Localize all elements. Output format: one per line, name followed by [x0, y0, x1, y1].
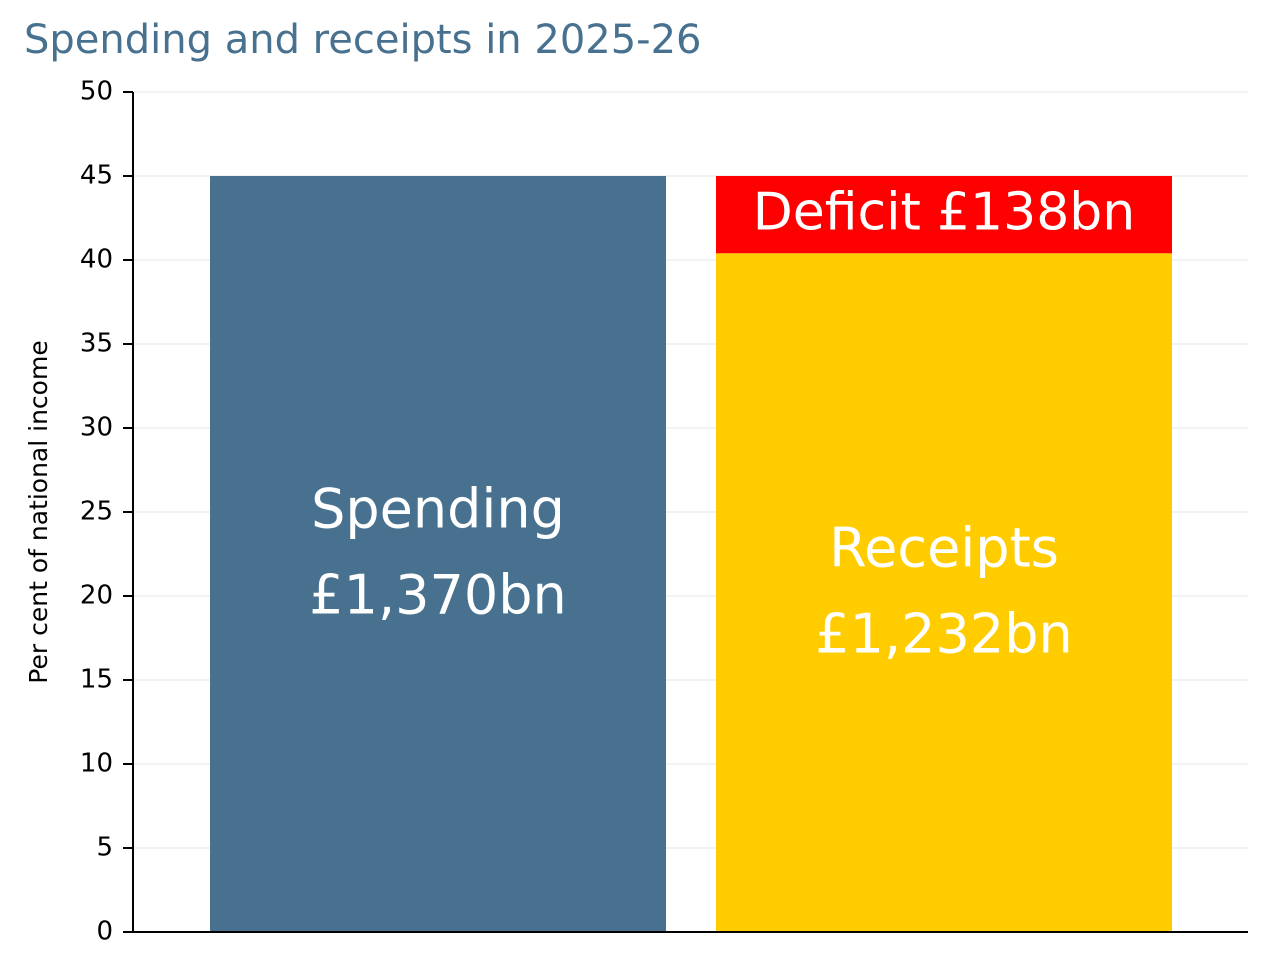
y-tick-label: 0: [96, 917, 113, 947]
bar-segment: [716, 176, 1172, 254]
y-tick-label: 50: [80, 77, 113, 107]
y-tick-label: 15: [80, 665, 113, 695]
y-tick-label: 25: [80, 497, 113, 527]
data-label: £1,232bn: [815, 602, 1072, 665]
bar-segment: [716, 253, 1172, 932]
segment-name: Receipts: [829, 516, 1059, 579]
y-tick-label: 40: [80, 245, 113, 275]
y-tick-label: 30: [80, 413, 113, 443]
data-label: £138bn: [937, 183, 1135, 243]
chart-title: Spending and receipts in 2025-26: [24, 17, 702, 63]
segment-label: Deficit £138bn: [753, 183, 1136, 243]
y-tick-label: 45: [80, 161, 113, 191]
y-tick-label: 10: [80, 749, 113, 779]
y-axis-label: Per cent of national income: [24, 340, 53, 683]
y-tick-label: 20: [80, 581, 113, 611]
segment-name: Deficit: [753, 183, 921, 243]
data-label: £1,370bn: [309, 564, 566, 627]
y-tick-label: 35: [80, 329, 113, 359]
y-tick-label: 5: [96, 833, 113, 863]
segment-name: Spending: [311, 478, 565, 541]
bar-segment: [210, 176, 666, 932]
